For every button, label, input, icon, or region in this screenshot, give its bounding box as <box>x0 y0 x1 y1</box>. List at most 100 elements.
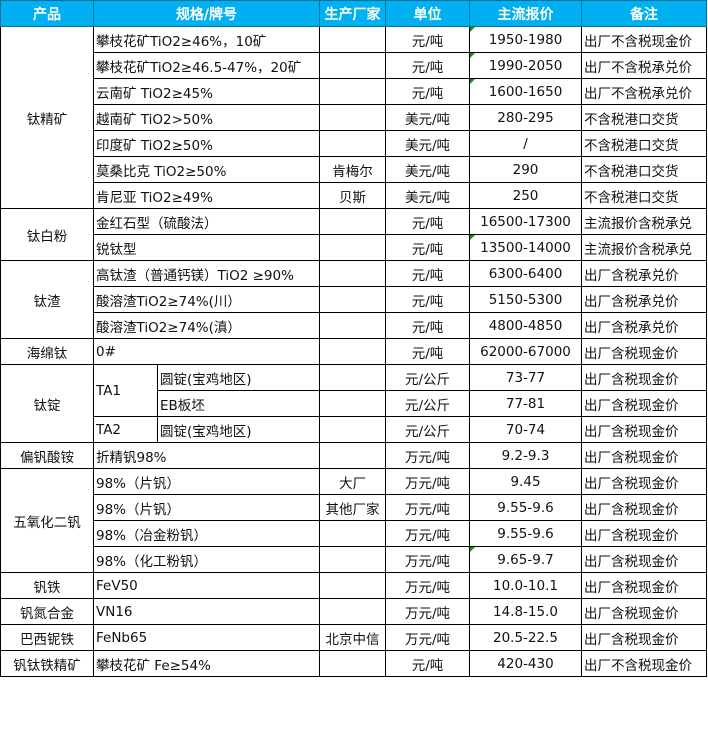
cell-maker[interactable] <box>319 650 386 677</box>
header-spec[interactable]: 规格/牌号 <box>93 0 320 27</box>
cell-price[interactable]: 6300-6400 <box>469 260 582 287</box>
cell-note[interactable]: 出厂含税现金价 <box>581 468 707 495</box>
cell-maker[interactable]: 肯梅尔 <box>319 156 386 183</box>
cell-maker[interactable] <box>319 520 386 547</box>
cell-maker[interactable]: 大厂 <box>319 468 386 495</box>
cell-price[interactable]: 280-295 <box>469 104 582 131</box>
cell-unit[interactable]: 万元/吨 <box>385 598 470 625</box>
cell-note[interactable]: 出厂不含税现金价 <box>581 26 707 53</box>
cell-grade[interactable]: TA1 <box>93 364 158 417</box>
cell-product[interactable]: 钛渣 <box>0 260 94 339</box>
cell-maker[interactable] <box>319 598 386 625</box>
cell-spec[interactable]: 攀枝花矿 Fe≥54% <box>93 650 320 677</box>
cell-unit[interactable]: 元/吨 <box>385 312 470 339</box>
cell-note[interactable]: 出厂含税承兑价 <box>581 312 707 339</box>
cell-unit[interactable]: 万元/吨 <box>385 546 470 573</box>
cell-maker[interactable] <box>319 572 386 599</box>
cell-spec[interactable]: 云南矿 TiO2≥45% <box>93 78 320 105</box>
cell-maker[interactable] <box>319 52 386 79</box>
cell-price[interactable]: 20.5-22.5 <box>469 624 582 651</box>
cell-note[interactable]: 出厂含税现金价 <box>581 546 707 573</box>
cell-price[interactable]: 1990-2050 <box>469 52 582 79</box>
cell-spec[interactable]: 98%（片钒） <box>93 494 320 521</box>
cell-spec[interactable]: 锐钛型 <box>93 234 320 261</box>
cell-spec[interactable]: 肯尼亚 TiO2≥49% <box>93 182 320 209</box>
cell-price[interactable]: 1950-1980 <box>469 26 582 53</box>
cell-spec[interactable]: 酸溶渣TiO2≥74%(川） <box>93 286 320 313</box>
cell-price[interactable]: 73-77 <box>469 364 582 391</box>
header-maker[interactable]: 生产厂家 <box>319 0 386 27</box>
header-product[interactable]: 产品 <box>0 0 94 27</box>
cell-maker[interactable] <box>319 286 386 313</box>
cell-note[interactable]: 出厂含税现金价 <box>581 624 707 651</box>
cell-maker[interactable]: 北京中信 <box>319 624 386 651</box>
cell-note[interactable]: 不含税港口交货 <box>581 104 707 131</box>
cell-note[interactable]: 出厂不含税现金价 <box>581 650 707 677</box>
cell-note[interactable]: 出厂含税现金价 <box>581 494 707 521</box>
cell-spec[interactable]: 高钛渣（普通钙镁）TiO2 ≥90% <box>93 260 320 287</box>
cell-price[interactable]: 9.55-9.6 <box>469 494 582 521</box>
cell-spec[interactable]: 折精钒98% <box>93 442 320 469</box>
cell-maker[interactable] <box>319 416 386 443</box>
cell-maker[interactable] <box>319 546 386 573</box>
cell-maker[interactable] <box>319 364 386 391</box>
cell-unit[interactable]: 元/吨 <box>385 208 470 235</box>
cell-price[interactable]: 16500-17300 <box>469 208 582 235</box>
cell-spec[interactable]: 0# <box>93 338 320 365</box>
cell-price[interactable]: 250 <box>469 182 582 209</box>
cell-spec[interactable]: EB板坯 <box>157 390 320 417</box>
cell-price[interactable]: 420-430 <box>469 650 582 677</box>
cell-note[interactable]: 不含税港口交货 <box>581 130 707 157</box>
cell-unit[interactable]: 元/吨 <box>385 26 470 53</box>
cell-price[interactable]: 14.8-15.0 <box>469 598 582 625</box>
header-note[interactable]: 备注 <box>581 0 707 27</box>
cell-maker[interactable] <box>319 390 386 417</box>
cell-product[interactable]: 钛精矿 <box>0 26 94 209</box>
cell-unit[interactable]: 元/吨 <box>385 260 470 287</box>
cell-maker[interactable] <box>319 104 386 131</box>
cell-unit[interactable]: 元/吨 <box>385 338 470 365</box>
cell-price[interactable]: / <box>469 130 582 157</box>
cell-product[interactable]: 钒氮合金 <box>0 598 94 625</box>
cell-note[interactable]: 出厂含税现金价 <box>581 598 707 625</box>
cell-note[interactable]: 不含税港口交货 <box>581 182 707 209</box>
cell-unit[interactable]: 万元/吨 <box>385 442 470 469</box>
cell-note[interactable]: 主流报价含税承兑 <box>581 208 707 235</box>
cell-maker[interactable] <box>319 260 386 287</box>
cell-note[interactable]: 出厂不含税承兑价 <box>581 52 707 79</box>
cell-spec[interactable]: 98%（冶金粉钒） <box>93 520 320 547</box>
cell-spec[interactable]: 印度矿 TiO2≥50% <box>93 130 320 157</box>
cell-unit[interactable]: 美元/吨 <box>385 130 470 157</box>
cell-maker[interactable] <box>319 234 386 261</box>
cell-unit[interactable]: 元/吨 <box>385 286 470 313</box>
cell-note[interactable]: 不含税港口交货 <box>581 156 707 183</box>
cell-unit[interactable]: 美元/吨 <box>385 182 470 209</box>
cell-price[interactable]: 9.65-9.7 <box>469 546 582 573</box>
cell-maker[interactable] <box>319 208 386 235</box>
header-unit[interactable]: 单位 <box>385 0 470 27</box>
cell-unit[interactable]: 万元/吨 <box>385 520 470 547</box>
cell-note[interactable]: 出厂含税现金价 <box>581 338 707 365</box>
cell-product[interactable]: 巴西铌铁 <box>0 624 94 651</box>
cell-maker[interactable] <box>319 130 386 157</box>
cell-spec[interactable]: VN16 <box>93 598 320 625</box>
cell-price[interactable]: 13500-14000 <box>469 234 582 261</box>
cell-grade[interactable]: TA2 <box>93 416 158 443</box>
cell-note[interactable]: 出厂含税现金价 <box>581 416 707 443</box>
cell-unit[interactable]: 元/公斤 <box>385 364 470 391</box>
cell-unit[interactable]: 元/吨 <box>385 234 470 261</box>
header-price[interactable]: 主流报价 <box>469 0 582 27</box>
cell-spec[interactable]: FeV50 <box>93 572 320 599</box>
cell-price[interactable]: 9.45 <box>469 468 582 495</box>
cell-note[interactable]: 出厂含税现金价 <box>581 520 707 547</box>
cell-unit[interactable]: 元/公斤 <box>385 416 470 443</box>
cell-price[interactable]: 4800-4850 <box>469 312 582 339</box>
cell-note[interactable]: 出厂含税现金价 <box>581 390 707 417</box>
cell-note[interactable]: 出厂含税承兑价 <box>581 286 707 313</box>
cell-spec[interactable]: 金红石型（硫酸法） <box>93 208 320 235</box>
cell-unit[interactable]: 美元/吨 <box>385 156 470 183</box>
cell-maker[interactable] <box>319 78 386 105</box>
cell-spec[interactable]: 酸溶渣TiO2≥74%(滇） <box>93 312 320 339</box>
cell-maker[interactable] <box>319 26 386 53</box>
cell-spec[interactable]: 越南矿 TiO2>50% <box>93 104 320 131</box>
